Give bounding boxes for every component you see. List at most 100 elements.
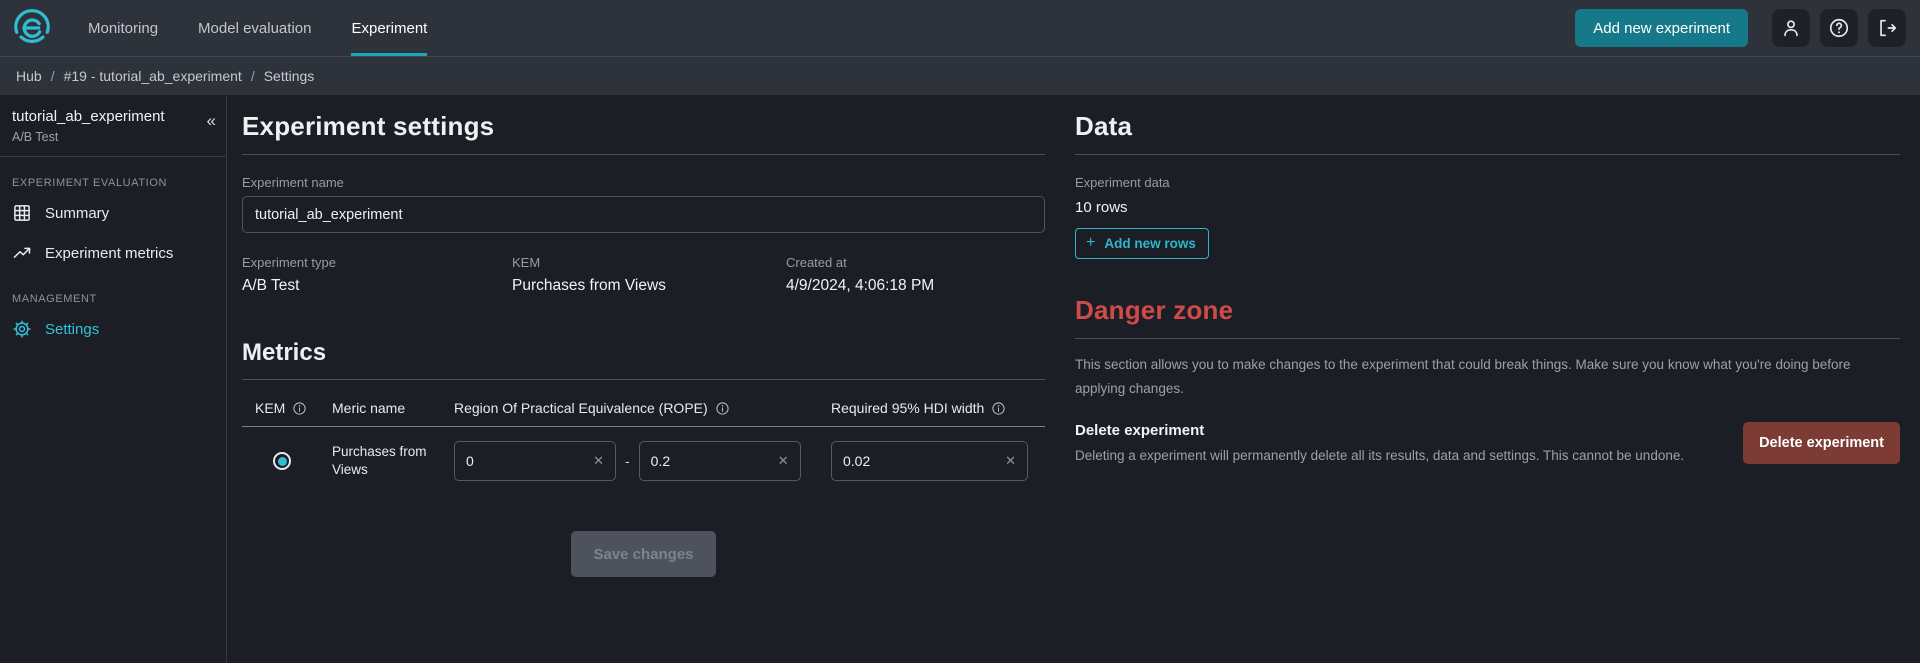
metrics-table-header: KEM Meric name Region Of Practical Equiv… bbox=[242, 394, 1045, 427]
delete-experiment-title: Delete experiment bbox=[1075, 422, 1205, 440]
experiment-data-label: Experiment data bbox=[1075, 175, 1170, 190]
experiment-name-title: tutorial_ab_experiment bbox=[12, 108, 165, 125]
clear-icon[interactable]: ✕ bbox=[777, 453, 789, 468]
tab-experiment[interactable]: Experiment bbox=[351, 0, 428, 56]
detail-label: Experiment type bbox=[242, 255, 336, 270]
detail-value: 4/9/2024, 4:06:18 PM bbox=[786, 277, 935, 294]
gear-icon bbox=[13, 320, 31, 338]
column-label: KEM bbox=[255, 400, 286, 416]
danger-zone-section: Danger zone This section allows you to m… bbox=[1075, 295, 1900, 464]
rows-count: 10 rows bbox=[1075, 199, 1128, 216]
detail-experiment-type: Experiment type A/B Test bbox=[242, 255, 512, 295]
experiment-name-input[interactable] bbox=[255, 206, 1032, 223]
sidebar-item-settings[interactable]: Settings bbox=[0, 309, 226, 349]
breadcrumb-separator: / bbox=[250, 68, 255, 84]
experiment-settings-section: Experiment settings Experiment name Expe… bbox=[242, 111, 1045, 663]
sidebar-collapse-icon[interactable]: « bbox=[206, 111, 216, 130]
column-label: Meric name bbox=[332, 400, 406, 416]
primary-tabs: Monitoring Model evaluation Experiment bbox=[88, 0, 428, 56]
detail-value: A/B Test bbox=[242, 277, 300, 294]
rope-to-input[interactable] bbox=[650, 453, 772, 469]
breadcrumb: Hub / #19 - tutorial_ab_experiment / Set… bbox=[0, 57, 1920, 95]
kem-radio-selected[interactable] bbox=[273, 452, 291, 470]
sidebar-item-label: Experiment metrics bbox=[45, 244, 174, 262]
add-new-rows-button[interactable]: + Add new rows bbox=[1075, 228, 1209, 259]
plus-icon: + bbox=[1086, 234, 1096, 251]
sidebar-section-evaluation: EXPERIMENT EVALUATION bbox=[12, 177, 168, 189]
app-logo-icon bbox=[14, 9, 50, 43]
metric-name-cell: Purchases from Views bbox=[332, 443, 427, 477]
tab-model-evaluation[interactable]: Model evaluation bbox=[198, 19, 312, 37]
breadcrumb-settings[interactable]: Settings bbox=[263, 68, 315, 84]
save-row: Save changes bbox=[242, 531, 1045, 577]
divider bbox=[242, 154, 1045, 155]
delete-experiment-row: Delete experiment Deleting a experiment … bbox=[1075, 421, 1900, 464]
column-label: Region Of Practical Equivalence (ROPE) bbox=[454, 400, 708, 416]
hdi-cell: ✕ bbox=[831, 441, 1045, 481]
sidebar: tutorial_ab_experiment A/B Test « EXPERI… bbox=[0, 95, 227, 663]
detail-kem: KEM Purchases from Views bbox=[512, 255, 786, 295]
column-metric-name: Meric name bbox=[332, 400, 454, 416]
metrics-heading: Metrics bbox=[242, 339, 327, 366]
clear-icon[interactable]: ✕ bbox=[1005, 453, 1016, 468]
experiment-name-label: Experiment name bbox=[242, 175, 344, 190]
experiment-name-field-wrap bbox=[242, 196, 1045, 233]
column-rope: Region Of Practical Equivalence (ROPE) bbox=[454, 400, 831, 416]
save-changes-button[interactable]: Save changes bbox=[571, 531, 716, 577]
sidebar-section-management: MANAGEMENT bbox=[12, 293, 97, 305]
info-icon[interactable] bbox=[292, 401, 307, 416]
breadcrumb-hub[interactable]: Hub bbox=[16, 68, 42, 84]
help-icon bbox=[1829, 18, 1849, 38]
column-hdi-width: Required 95% HDI width bbox=[831, 400, 1045, 416]
danger-zone-heading: Danger zone bbox=[1075, 295, 1234, 325]
delete-experiment-description: Deleting a experiment will permanently d… bbox=[1075, 448, 1685, 464]
add-new-rows-label: Add new rows bbox=[1104, 235, 1196, 251]
delete-experiment-text: Delete experiment Deleting a experiment … bbox=[1075, 422, 1684, 463]
sidebar-header: tutorial_ab_experiment A/B Test « bbox=[0, 95, 226, 157]
logout-button[interactable] bbox=[1868, 9, 1906, 47]
danger-zone-description: This section allows you to make changes … bbox=[1075, 357, 1851, 397]
experiment-details: Experiment type A/B Test KEM Purchases f… bbox=[242, 255, 1045, 295]
info-icon[interactable] bbox=[715, 401, 730, 416]
experiment-type-subtitle: A/B Test bbox=[12, 130, 59, 144]
info-icon[interactable] bbox=[991, 401, 1006, 416]
app-logo[interactable] bbox=[10, 6, 54, 50]
top-navigation: Monitoring Model evaluation Experiment A… bbox=[0, 0, 1920, 57]
data-heading: Data bbox=[1075, 111, 1133, 141]
column-kem: KEM bbox=[242, 400, 332, 416]
divider bbox=[1075, 338, 1900, 339]
divider bbox=[1075, 154, 1900, 155]
clear-icon[interactable]: ✕ bbox=[593, 453, 604, 468]
rope-from-input[interactable] bbox=[466, 453, 588, 469]
column-label: Required 95% HDI width bbox=[831, 400, 985, 416]
trending-up-icon bbox=[13, 247, 31, 258]
sidebar-item-label: Summary bbox=[45, 204, 110, 222]
kem-radio-cell bbox=[242, 452, 332, 470]
sidebar-item-experiment-metrics[interactable]: Experiment metrics bbox=[0, 233, 226, 273]
experiment-settings-heading: Experiment settings bbox=[242, 111, 495, 141]
rope-to-field: ✕ bbox=[638, 441, 801, 481]
add-new-experiment-button[interactable]: Add new experiment bbox=[1575, 9, 1748, 47]
user-account-button[interactable] bbox=[1772, 9, 1810, 47]
help-button[interactable] bbox=[1820, 9, 1858, 47]
detail-label: KEM bbox=[512, 255, 541, 270]
delete-experiment-button[interactable]: Delete experiment bbox=[1743, 421, 1900, 464]
logout-icon bbox=[1880, 19, 1897, 37]
data-section: Data Experiment data 10 rows + Add new r… bbox=[1075, 111, 1900, 663]
breadcrumb-separator: / bbox=[50, 68, 55, 84]
detail-created-at: Created at 4/9/2024, 4:06:18 PM bbox=[786, 255, 1045, 295]
sidebar-item-summary[interactable]: Summary bbox=[0, 193, 226, 233]
hdi-width-input[interactable] bbox=[843, 453, 1000, 469]
rope-from-field: ✕ bbox=[454, 441, 616, 481]
tab-monitoring[interactable]: Monitoring bbox=[88, 19, 159, 37]
user-icon bbox=[1784, 20, 1798, 37]
table-grid-icon bbox=[14, 205, 30, 221]
rope-range-separator: - bbox=[625, 453, 630, 469]
detail-value: Purchases from Views bbox=[512, 277, 666, 294]
rope-cell: ✕ - ✕ bbox=[454, 441, 831, 481]
hdi-width-field: ✕ bbox=[831, 441, 1028, 481]
metrics-block: Metrics KEM Meric name bbox=[242, 339, 1045, 577]
sidebar-item-label: Settings bbox=[45, 320, 100, 338]
detail-label: Created at bbox=[786, 255, 847, 270]
breadcrumb-experiment[interactable]: #19 - tutorial_ab_experiment bbox=[63, 68, 242, 84]
